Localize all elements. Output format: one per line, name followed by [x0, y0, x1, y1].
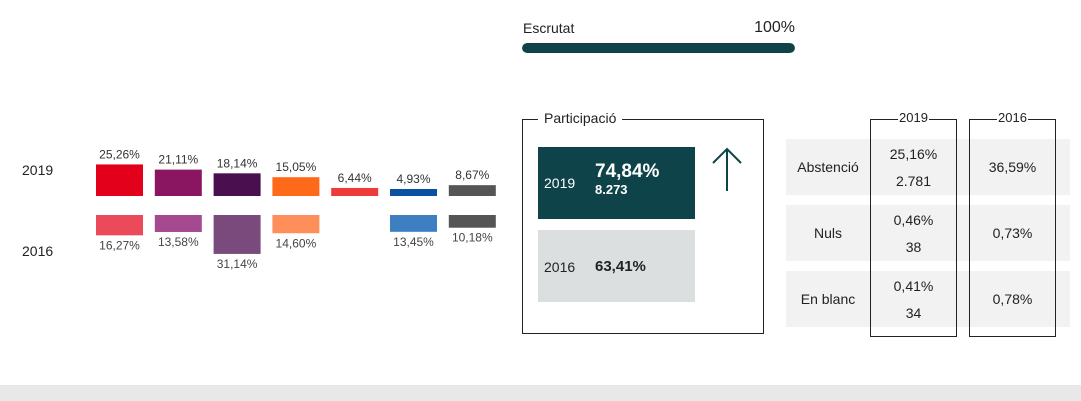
participacio-2019-count: 8.273 — [595, 182, 628, 197]
row-label-2019: 2019 — [22, 162, 53, 178]
bar-label-2016-3: 14,60% — [276, 236, 317, 250]
table-row-label: Abstenció — [797, 159, 859, 175]
participacio-2016-year: 2016 — [544, 259, 576, 275]
enblanc-2019-pct: 0,41% — [893, 278, 934, 294]
nuls-2016: 0,73% — [992, 225, 1033, 241]
table-row-label: Nuls — [813, 225, 842, 241]
bar-label-2019-1: 21,11% — [158, 153, 198, 167]
participacio-2016-pct: 63,41% — [595, 258, 646, 275]
escrutat-value: 100% — [754, 19, 795, 36]
bar-label-2019-3: 15,05% — [276, 160, 317, 174]
abstencio-2016: 36,59% — [988, 159, 1037, 175]
results-chart: 2019 2016 25,26% 16,27% 21,11% 13,58% 18,14%… — [22, 147, 496, 271]
bar-label-2019-2: 18,14% — [217, 156, 258, 170]
table-row-enblanc-bg — [786, 271, 1070, 327]
participacio-2019-card: 2019 74,84% 8.273 — [538, 147, 695, 219]
participacio-box — [522, 119, 764, 334]
bar-2019-1 — [154, 169, 202, 196]
arrow-up-icon — [712, 147, 742, 191]
escrutat-progress-fill — [522, 43, 795, 53]
footer-band — [0, 385, 1081, 401]
table-row-label: En blanc — [800, 291, 856, 307]
participacio-2016-card: 2016 63,41% — [538, 230, 695, 302]
bar-2019-4 — [331, 187, 379, 196]
bar-2016-1 — [154, 215, 202, 232]
participacio-title: Participació — [538, 110, 623, 126]
row-label-2016: 2016 — [22, 243, 53, 259]
bar-label-2016-1: 13,58% — [158, 235, 199, 249]
bar-2016-3 — [272, 215, 320, 234]
escrutat-progress-bar — [522, 43, 795, 53]
bar-label-2016-0: 16,27% — [99, 238, 140, 252]
bar-label-2016-2: 31,14% — [217, 257, 258, 271]
participacio-2019-year: 2019 — [544, 175, 576, 191]
table-row-abstencio-bg — [786, 139, 1070, 195]
bar-2016-0 — [96, 215, 143, 236]
bar-label-2016-5: 13,45% — [393, 235, 434, 249]
abstencio-2019-pct: 25,16% — [889, 146, 938, 162]
participacio-2019-pct: 74,84% — [595, 161, 660, 182]
bar-2019-5 — [390, 189, 437, 196]
enblanc-2019-count: 34 — [905, 305, 922, 321]
bar-2019-6 — [448, 185, 496, 196]
bars-group: 25,26% 16,27% 21,11% 13,58% 18,14% 31,14% 15,0… — [96, 147, 496, 271]
escrutat-label: Escrutat — [523, 20, 575, 36]
bar-2016-2 — [213, 215, 261, 254]
bar-label-2016-6: 10,18% — [452, 231, 493, 245]
column-2016-header: 2016 — [997, 110, 1028, 125]
nuls-2019-count: 38 — [905, 239, 922, 255]
bar-2016-5 — [390, 215, 437, 232]
abstencio-2019-count: 2.781 — [895, 173, 932, 189]
bar-2019-0 — [96, 164, 143, 196]
bar-2016-6 — [448, 215, 496, 228]
bar-label-2019-4: 6,44% — [338, 171, 372, 185]
enblanc-2016: 0,78% — [992, 291, 1033, 307]
bar-2019-2 — [213, 173, 261, 196]
table-row-nuls-bg — [786, 205, 1070, 261]
column-2019-header: 2019 — [898, 110, 929, 125]
nuls-2019-pct: 0,46% — [893, 212, 934, 228]
bar-2019-3 — [272, 177, 320, 196]
bar-label-2019-0: 25,26% — [99, 147, 140, 161]
bar-label-2019-6: 8,67% — [455, 168, 489, 182]
bar-label-2019-5: 4,93% — [396, 172, 430, 186]
